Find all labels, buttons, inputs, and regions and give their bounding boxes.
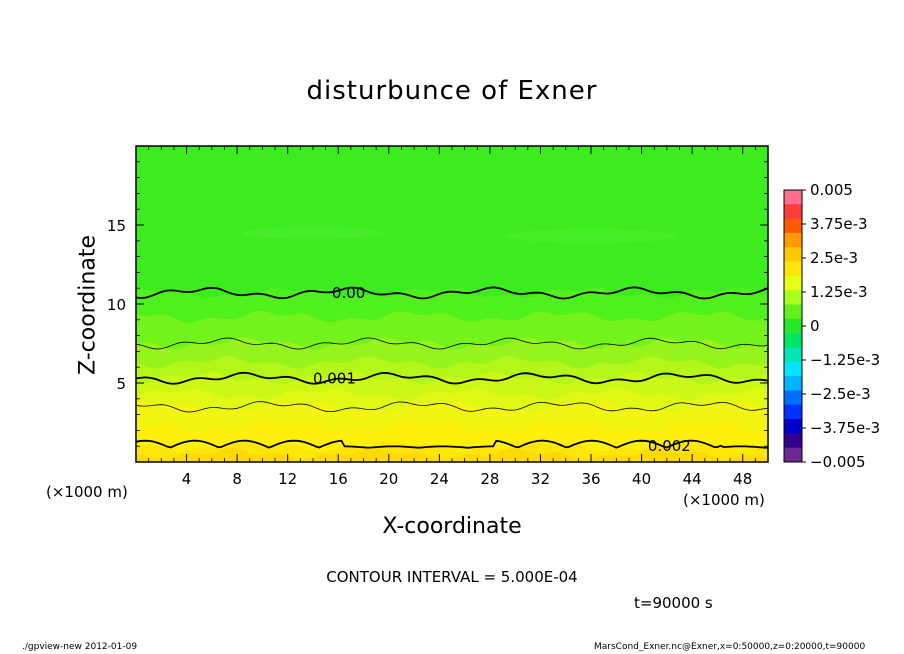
colorbar-swatch <box>784 333 802 348</box>
contour-label: 0.00 <box>332 284 365 302</box>
colorbar-tick-label: −1.25e-3 <box>810 351 880 369</box>
x-tick-label: 40 <box>632 470 651 488</box>
x-tick-label: 12 <box>278 470 297 488</box>
field-patch <box>242 226 383 239</box>
colorbar-swatch <box>784 419 802 434</box>
contour-interval-note: CONTOUR INTERVAL = 5.000E-04 <box>326 568 578 586</box>
colorbar-tick-label: 0 <box>810 317 820 335</box>
colorbar-swatch <box>784 190 802 205</box>
x-tick-label: 32 <box>531 470 550 488</box>
colorbar-swatch <box>784 376 802 391</box>
colorbar-swatch <box>784 290 802 305</box>
footer-right: MarsCond_Exner.nc@Exner,x=0:50000,z=0:20… <box>594 642 866 652</box>
colorbar-swatch <box>784 232 802 248</box>
colorbar-swatch <box>784 275 802 291</box>
colorbar-tick-label: −0.005 <box>810 453 866 471</box>
footer-left: ./gpview-new 2012-01-09 <box>22 642 138 652</box>
contour-line <box>135 337 769 350</box>
x-axis-unit: (×1000 m) <box>683 491 765 509</box>
colorbar-tick-label: 3.75e-3 <box>810 215 868 233</box>
field-patch <box>506 229 677 244</box>
contour-line <box>135 371 769 385</box>
x-axis-label: X-coordinate <box>382 514 522 539</box>
colorbar-swatch <box>784 318 802 334</box>
colorbar-swatch <box>784 361 802 377</box>
colorbar-swatch <box>784 404 802 420</box>
colorbar-swatch <box>784 204 802 220</box>
colorbar-swatch <box>784 247 802 262</box>
contour-line <box>135 401 769 413</box>
colorbar-tick-label: −3.75e-3 <box>810 419 880 437</box>
contour-label: 0.002 <box>648 437 691 455</box>
y-axis-unit: (×1000 m) <box>46 483 128 501</box>
x-tick-label: 36 <box>581 470 600 488</box>
contour-line <box>135 286 769 300</box>
color-field <box>136 146 768 462</box>
y-tick-label: 10 <box>107 296 126 314</box>
colorbar-swatch <box>784 347 802 363</box>
colorbar-tick-label: 0.005 <box>810 181 853 199</box>
colorbar-tick-label: 1.25e-3 <box>810 283 868 301</box>
field-band <box>136 447 768 462</box>
colorbar-swatch <box>784 261 802 277</box>
x-tick-label: 20 <box>379 470 398 488</box>
contour-label: 0.001 <box>313 369 356 387</box>
y-tick-label: 15 <box>107 217 126 235</box>
colorbar: 0.005 3.75e-3 2.5e-3 1.25e-3 0 −1.25e-3 −2.5e-… <box>783 181 880 471</box>
colorbar-swatch <box>784 218 802 234</box>
x-tick-label: 4 <box>182 470 192 488</box>
colorbar-tick-label: −2.5e-3 <box>810 385 871 403</box>
colorbar-tick-label: 2.5e-3 <box>810 249 858 267</box>
y-tick-label: 5 <box>116 375 126 393</box>
y-axis-label: Z-coordinate <box>75 235 101 375</box>
colorbar-swatch <box>784 390 802 406</box>
chart-title: disturbunce of Exner <box>306 76 598 106</box>
x-tick-label: 24 <box>430 470 449 488</box>
x-tick-label: 28 <box>480 470 499 488</box>
contour-lines: 0.002 0.001 0.00 <box>135 284 769 455</box>
x-tick-label: 8 <box>232 470 242 488</box>
x-tick-label: 16 <box>329 470 348 488</box>
contour-line <box>135 439 769 449</box>
colorbar-swatch <box>784 433 802 449</box>
time-stamp: t=90000 s <box>634 594 713 612</box>
colorbar-swatch <box>784 447 802 463</box>
colorbar-swatch <box>784 304 802 320</box>
x-tick-label: 44 <box>683 470 702 488</box>
x-tick-label: 48 <box>733 470 752 488</box>
